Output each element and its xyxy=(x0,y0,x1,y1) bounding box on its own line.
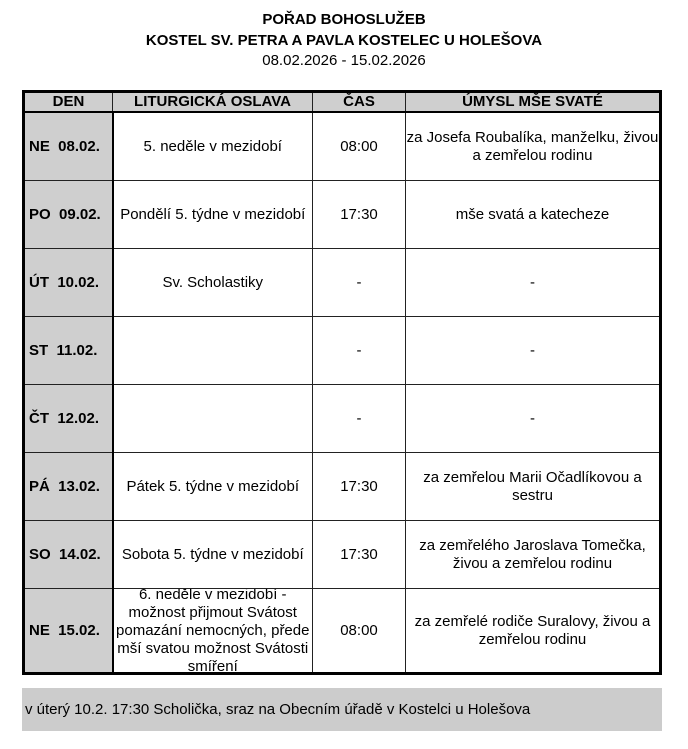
celebration-cell-text: Pondělí 5. týdne v mezidobí xyxy=(120,205,306,223)
intention-cell: za zemřelé rodiče Suralovy, živou a zemř… xyxy=(405,588,661,674)
time-cell: - xyxy=(312,248,406,317)
day-cell-text: SO 14.02. xyxy=(29,545,101,563)
time-cell-text: - xyxy=(356,409,362,427)
time-cell: 17:30 xyxy=(312,180,406,249)
time-cell-text: 08:00 xyxy=(340,137,378,155)
table-row: PO 09.02. Pondělí 5. týdne v mezidobí 17:3… xyxy=(23,180,661,249)
celebration-cell: 6. neděle v mezidobí - možnost přijmout … xyxy=(112,588,313,674)
column-header-celebration: LITURGICKÁ OSLAVA xyxy=(112,91,313,113)
table-row: NE 08.02. 5. neděle v mezidobí 08:00 za Jos… xyxy=(23,111,661,181)
day-cell: SO 14.02. xyxy=(23,520,114,589)
day-cell: ÚT 10.02. xyxy=(23,248,114,317)
intention-cell-text: za zemřelou Marii Očadlíkovou a sestru xyxy=(423,468,642,504)
celebration-cell xyxy=(112,384,313,453)
intention-cell-text: - xyxy=(530,273,535,291)
day-cell-text: NE 08.02. xyxy=(29,137,100,155)
intention-cell: - xyxy=(405,316,661,385)
church-name: KOSTEL SV. PETRA A PAVLA KOSTELEC U HOLE… xyxy=(145,32,543,49)
celebration-cell-text: 5. neděle v mezidobí xyxy=(143,137,282,155)
celebration-cell-text: 6. neděle v mezidobí - možnost přijmout … xyxy=(116,589,310,672)
celebration-cell: Pondělí 5. týdne v mezidobí xyxy=(112,180,313,249)
celebration-cell xyxy=(112,316,313,385)
day-cell-text: ČT 12.02. xyxy=(29,409,100,427)
intention-cell-text: mše svatá a katecheze xyxy=(455,205,610,223)
day-cell: ST 11.02. xyxy=(23,316,114,385)
day-cell: PO 09.02. xyxy=(23,180,114,249)
time-cell-text: 17:30 xyxy=(340,545,378,563)
table-row: NE 15.02. 6. neděle v mezidobí - možnost … xyxy=(23,588,661,674)
time-cell-text: 17:30 xyxy=(340,205,378,223)
date-range: 08.02.2026 - 15.02.2026 xyxy=(262,52,426,69)
intention-cell: - xyxy=(405,384,661,453)
celebration-cell: 5. neděle v mezidobí xyxy=(112,111,313,181)
day-cell: PÁ 13.02. xyxy=(23,452,114,521)
time-cell: 08:00 xyxy=(312,111,406,181)
day-cell-text: PÁ 13.02. xyxy=(29,477,100,495)
table-row: ST 11.02. - - xyxy=(23,316,661,385)
time-cell-text: 17:30 xyxy=(340,477,378,495)
table-header: DEN LITURGICKÁ OSLAVA ČAS ÚMYSL MŠE SVAT… xyxy=(23,91,661,113)
day-cell-text: ÚT 10.02. xyxy=(29,273,100,291)
day-cell-text: PO 09.02. xyxy=(29,205,101,223)
schedule-table: DEN LITURGICKÁ OSLAVA ČAS ÚMYSL MŠE SVAT… xyxy=(22,90,662,675)
day-cell-text: ST 11.02. xyxy=(29,341,98,359)
time-cell-text: 08:00 xyxy=(340,621,378,639)
time-cell-text: - xyxy=(356,273,362,291)
day-cell-text: NE 15.02. xyxy=(29,621,100,639)
table-row: PÁ 13.02. Pátek 5. týdne v mezidobí 17:30 z… xyxy=(23,452,661,521)
time-cell: 17:30 xyxy=(312,520,406,589)
time-cell: - xyxy=(312,384,406,453)
intention-cell: mše svatá a katecheze xyxy=(405,180,661,249)
intention-cell-text: - xyxy=(530,409,535,427)
table-row: ČT 12.02. - - xyxy=(23,384,661,453)
intention-cell-text: za zemřelé rodiče Suralovy, živou a zemř… xyxy=(414,612,651,648)
column-header-intention: ÚMYSL MŠE SVATÉ xyxy=(405,91,661,113)
time-cell-text: - xyxy=(356,341,362,359)
time-cell: 08:00 xyxy=(312,588,406,674)
column-header-time: ČAS xyxy=(312,91,406,113)
column-header-day: DEN xyxy=(23,91,113,113)
intention-cell: za zemřelého Jaroslava Tomečka, živou a … xyxy=(405,520,661,589)
intention-cell-text: za zemřelého Jaroslava Tomečka, živou a … xyxy=(419,536,646,572)
day-cell: ČT 12.02. xyxy=(23,384,114,453)
intention-cell: za Josefa Roubalíka, manželku, živou a z… xyxy=(405,111,661,181)
table-row: SO 14.02. Sobota 5. týdne v mezidobí 17:30… xyxy=(23,520,661,589)
intention-cell: za zemřelou Marii Očadlíkovou a sestru xyxy=(405,452,661,521)
page-title: POŘAD BOHOSLUŽEB xyxy=(262,11,426,28)
intention-cell: - xyxy=(405,248,661,317)
day-cell: NE 15.02. xyxy=(23,588,114,674)
day-cell: NE 08.02. xyxy=(23,111,114,181)
time-cell: 17:30 xyxy=(312,452,406,521)
celebration-cell: Pátek 5. týdne v mezidobí xyxy=(112,452,313,521)
time-cell: - xyxy=(312,316,406,385)
table-row: ÚT 10.02. Sv. Scholastiky - - xyxy=(23,248,661,317)
celebration-cell-text: Pátek 5. týdne v mezidobí xyxy=(126,477,300,495)
celebration-cell-text: Sobota 5. týdne v mezidobí xyxy=(121,545,304,563)
celebration-cell: Sv. Scholastiky xyxy=(112,248,313,317)
celebration-cell-text: Sv. Scholastiky xyxy=(162,273,264,291)
celebration-cell: Sobota 5. týdne v mezidobí xyxy=(112,520,313,589)
intention-cell-text: - xyxy=(530,341,535,359)
intention-cell-text: za Josefa Roubalíka, manželku, živou a z… xyxy=(406,128,659,164)
announcement-note: v úterý 10.2. 17:30 Scholička, sraz na O… xyxy=(22,688,662,731)
